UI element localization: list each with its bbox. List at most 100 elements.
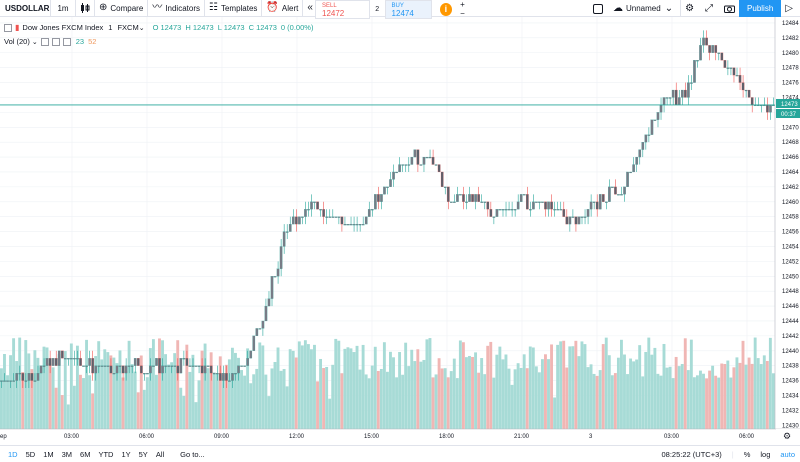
interval-button[interactable]: 1m [57,3,69,13]
range-button-1d[interactable]: 1D [8,449,18,459]
time-axis[interactable]: ep 03:00 06:00 09:00 12:00 15:00 18:00 21:00 3 03… [0,434,755,440]
candle-body [106,365,110,367]
volume-bar [708,370,712,429]
candle-body [535,201,538,203]
volume-bar [79,374,82,429]
range-button-5d[interactable]: 5D [25,449,36,459]
alert-button[interactable]: ⏰ Alert [262,0,302,17]
volume-bar [483,374,487,429]
close-icon[interactable] [62,37,71,46]
candle-body [547,201,550,210]
minus-icon[interactable]: − [460,9,465,18]
quantity-stepper[interactable]: + − [457,0,468,20]
volume-label[interactable]: Vol (20) [4,37,30,46]
info-icon[interactable]: i [439,3,452,16]
volume-bar [519,367,523,429]
volume-bar [325,366,329,429]
candle-body [206,365,210,367]
volume-bar [565,367,569,429]
volume-bar [346,347,350,429]
volume-bar [279,370,283,429]
legend-low: L 12473 [217,23,245,32]
chevron-down-icon[interactable]: ⌄ [31,38,38,46]
volume-bar [33,350,37,429]
candle-body [54,358,58,366]
volume-bar [537,372,541,429]
play-button[interactable]: ▷ [781,0,800,17]
candle-body [556,209,560,211]
candle-body [76,358,79,360]
auto-toggle[interactable]: auto [780,450,795,459]
volume-bar [264,374,268,429]
chart-style-button[interactable] [76,0,94,17]
candle-body [6,380,9,382]
clock-display[interactable]: 08:25:22 (UTC+3) [661,450,722,459]
candle-body [468,194,471,202]
buy-button[interactable]: BUY 12474 [384,0,432,19]
candle-body [176,365,180,374]
collapse-icon[interactable] [4,23,12,32]
candle-body [744,89,748,92]
layout-name-button[interactable]: ☁ Unnamed ⌄ [609,0,680,17]
range-button-3m[interactable]: 3M [61,449,73,459]
range-button-ytd[interactable]: YTD [98,449,114,459]
candle-body [267,298,271,307]
layout-checkbox[interactable] [593,3,603,14]
candle-body [30,373,34,381]
settings-icon[interactable] [51,37,60,46]
volume-bar [218,356,222,429]
volume-bar [48,363,52,429]
candle-body [401,164,405,166]
range-button-5y[interactable]: 5Y [138,449,148,459]
replay-button[interactable]: « [303,0,320,17]
range-button-1y[interactable]: 1Y [121,449,131,459]
volume-bar [109,355,113,429]
volume-bar [282,369,286,429]
compare-button[interactable]: ⊕ Compare [95,0,147,17]
price-chart[interactable]: 1248412482124801247812476124741247212470… [0,17,800,445]
volume-bar [3,353,6,429]
volume-bar [607,355,611,429]
visibility-icon[interactable] [40,37,49,46]
snapshot-button[interactable] [720,0,739,17]
plus-icon[interactable]: + [460,0,465,9]
volume-bar [91,393,95,429]
log-toggle[interactable]: log [760,450,771,459]
candle-body [574,216,578,225]
publish-button[interactable]: Publish [739,0,782,17]
volume-bar [714,375,718,429]
volume-bar [550,344,553,429]
candle-body [136,358,140,366]
axis-settings-icon[interactable]: ⚙ [783,432,791,442]
range-button-1m[interactable]: 1M [43,449,54,459]
price-tick-label: 12452 [782,259,799,265]
chevron-down-icon[interactable]: ⌄ [138,24,145,32]
candle-body [79,358,82,366]
symbol-search-button[interactable]: USDOLLAR [5,3,50,13]
volume-bar [94,356,98,429]
settings-button[interactable]: ⚙ [681,0,701,17]
candle-body [367,209,371,217]
time-tick-label: 06:00 [739,434,755,440]
goto-button[interactable]: Go to... [180,449,205,459]
legend-exchange[interactable]: FXCM [117,23,139,32]
candle-body [443,186,447,188]
volume-bar [212,372,216,429]
price-axis[interactable]: 1248412482124801247812476124741247212470… [782,21,799,429]
volume-bar [674,356,678,429]
percent-toggle[interactable]: % [743,450,751,459]
candle-body [164,365,167,367]
volume-bar [604,337,608,429]
volume-bar [610,375,614,429]
templates-button[interactable]: ☷ Templates [205,0,261,17]
fullscreen-button[interactable]: ⤢ [701,0,720,17]
range-button-all[interactable]: All [155,449,165,459]
sell-button[interactable]: SELL 12472 [315,0,370,19]
price-tick-label: 12440 [782,349,799,355]
candle-body [279,246,283,269]
candle-body [702,37,705,46]
range-button-6m[interactable]: 6M [80,449,91,459]
flag-icon: ▮ [15,23,20,32]
candle-body [611,186,614,188]
indicators-button[interactable]: 〰 Indicators [148,0,204,17]
